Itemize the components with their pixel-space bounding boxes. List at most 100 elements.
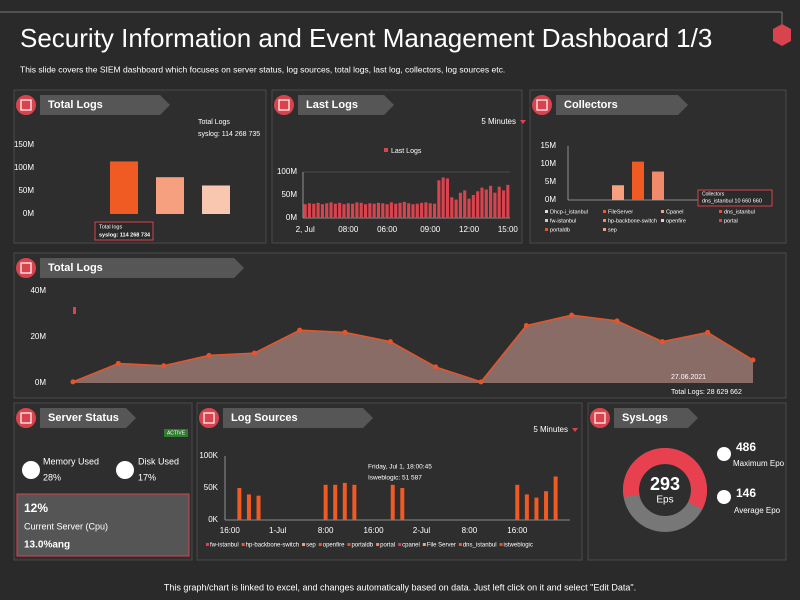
panel-title: Log Sources <box>231 412 298 424</box>
legend-label: sep <box>608 227 617 233</box>
panel-icon <box>588 406 612 430</box>
legend-swatch <box>719 210 722 213</box>
point <box>523 323 529 328</box>
bar <box>333 484 338 520</box>
panel-icon-glyph <box>20 412 32 424</box>
legend-swatch <box>545 210 548 213</box>
bar <box>476 191 480 218</box>
bar <box>467 198 471 218</box>
bar <box>471 195 475 218</box>
y-tick-label: 5M <box>545 177 556 186</box>
legend-swatch <box>347 543 351 546</box>
bar <box>506 184 510 218</box>
avg-value: 146 <box>736 486 756 500</box>
legend-label: portal <box>724 218 738 224</box>
panel-ribbon <box>40 258 244 278</box>
cpu-label: Current Server (Cpu) <box>24 521 108 531</box>
panel-icon <box>197 406 221 430</box>
max-value: 486 <box>736 440 756 454</box>
memory-icon <box>22 461 40 479</box>
bar <box>493 192 497 218</box>
area <box>73 315 753 383</box>
bar <box>424 202 428 218</box>
legend-swatch <box>458 543 462 546</box>
x-tick-label: 08:00 <box>338 225 359 234</box>
line <box>72 314 754 383</box>
bar <box>307 203 312 218</box>
point <box>206 352 212 358</box>
bar <box>454 199 458 218</box>
bar <box>515 484 520 520</box>
y-tick-label: 100M <box>14 163 34 172</box>
y-tick-label: 100M <box>277 167 297 176</box>
panel-title: Total Logs <box>48 99 103 111</box>
period-caret <box>520 120 526 124</box>
bar <box>256 495 261 520</box>
bar <box>376 202 381 218</box>
panel-icon-glyph <box>20 99 32 111</box>
panel-ribbon <box>223 408 373 428</box>
legend-swatch <box>318 543 322 546</box>
panel-icon-glyph <box>203 412 215 424</box>
legend-label: Cpanel <box>666 209 683 215</box>
bar <box>480 187 484 218</box>
legend-swatch <box>661 219 664 222</box>
memory-label: Memory Used <box>43 456 99 466</box>
legend-swatch <box>545 228 548 231</box>
panel <box>13 89 267 244</box>
legend-label: sep <box>306 543 316 549</box>
legend-label: hp-backbone-switch <box>608 218 657 224</box>
tooltip-text: Collectors <box>702 191 725 197</box>
page-title: Security Information and Event Managemen… <box>20 23 712 53</box>
eps-value: 293 <box>650 474 680 494</box>
y-tick-label: 50K <box>204 483 219 492</box>
x-tick-label: 09:00 <box>420 225 441 234</box>
disk-value: 17% <box>138 472 156 482</box>
legend-swatch <box>376 543 380 546</box>
panel-title: SysLogs <box>622 412 668 424</box>
bar <box>110 161 138 214</box>
bar <box>359 202 363 218</box>
bar <box>351 203 355 218</box>
y-tick-label: 100K <box>199 451 218 460</box>
y-tick-label: 20M <box>30 332 46 341</box>
period-label: 5 Minutes <box>481 117 516 126</box>
point <box>115 360 121 366</box>
bar <box>458 192 462 218</box>
point <box>433 364 439 370</box>
y-tick-label: 0M <box>23 209 34 218</box>
bar <box>398 202 402 218</box>
annotation: Total Logs: 28 629 662 <box>671 389 742 396</box>
legend-label: File Server <box>427 543 456 549</box>
x-tick-label: 15:00 <box>498 225 519 234</box>
bar <box>355 202 359 218</box>
panel-title: Server Status <box>48 412 119 424</box>
panel-icon-glyph <box>278 99 290 111</box>
point <box>569 312 575 318</box>
legend-label: dns_istanbul <box>724 209 755 215</box>
legend-swatch <box>398 543 402 546</box>
y-tick-label: 50M <box>281 190 297 199</box>
legend-label: dns_istanbul <box>463 543 497 549</box>
bar <box>524 494 529 520</box>
y-tick-label: 150M <box>14 140 34 149</box>
tooltip-text: Isweblogic: 51 587 <box>368 475 422 482</box>
tooltip-text: dns_istanbul 10 660 660 <box>702 198 762 204</box>
tooltip-text: Total logs <box>99 224 122 230</box>
legend-label: fw-istanbul <box>550 218 576 224</box>
bar <box>428 203 432 218</box>
legend-swatch <box>603 219 606 222</box>
bar <box>632 161 644 200</box>
legend-label: hp-backbone-switch <box>246 543 299 549</box>
bar <box>381 203 385 218</box>
x-tick-label: 06:00 <box>377 225 398 234</box>
point <box>342 329 348 335</box>
legend-label: portal <box>380 543 395 549</box>
bar <box>489 185 493 218</box>
point <box>387 339 393 345</box>
panel-title: Collectors <box>564 99 618 111</box>
max-label: Maximum Epo <box>733 459 785 468</box>
bar <box>484 189 488 218</box>
legend-swatch <box>422 543 426 546</box>
annotation: 27.06.2021 <box>671 374 706 381</box>
